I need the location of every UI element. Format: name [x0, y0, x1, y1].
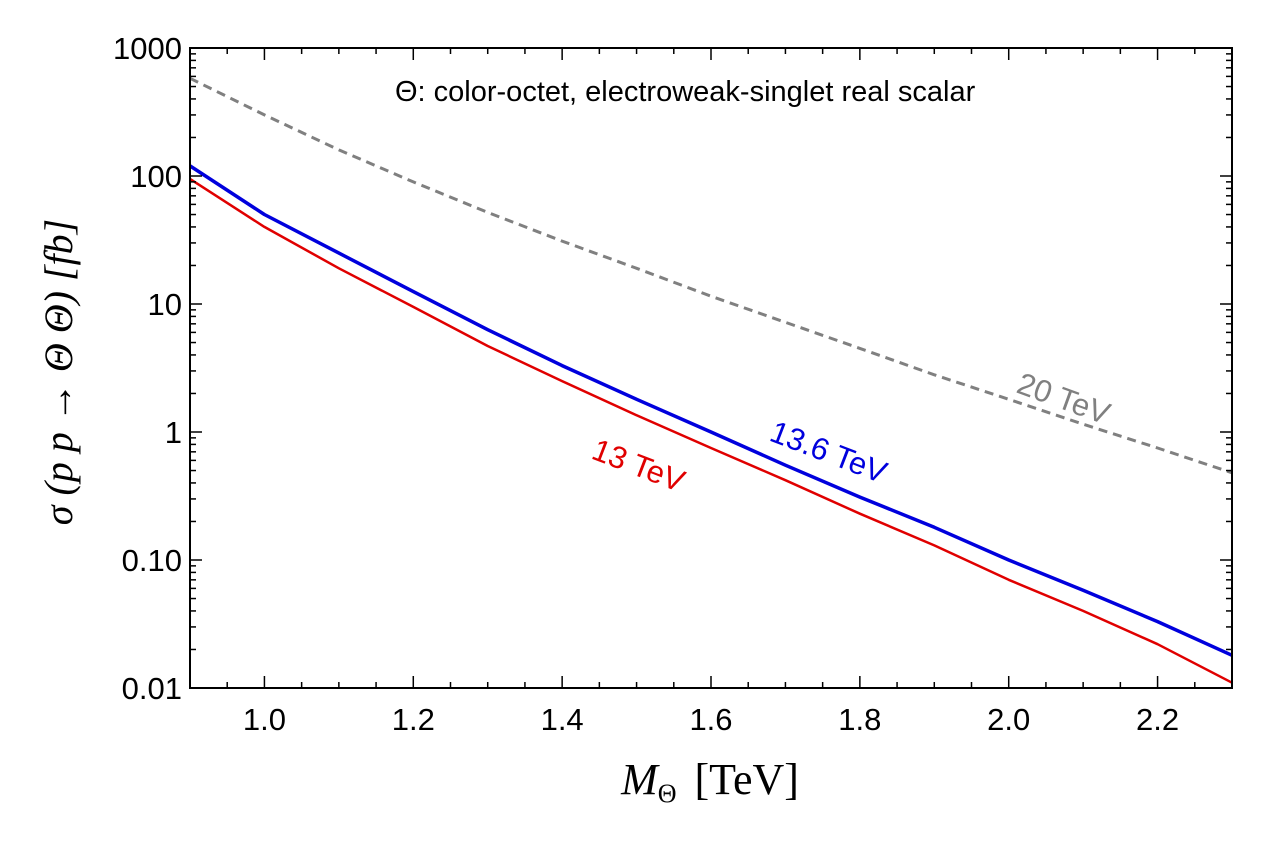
series-label-20tev: 20 TeV: [1013, 366, 1115, 432]
annotation-text: Θ: color-octet, electroweak-singlet real…: [395, 76, 976, 108]
x-axis-title-subscript: Θ: [658, 779, 677, 808]
series-layer: [189, 76, 1233, 684]
y-tick-label: 10: [148, 287, 182, 322]
y-tick-label: 1000: [113, 31, 182, 66]
x-tick-label: 1.0: [243, 702, 286, 737]
x-tick-label: 2.2: [1136, 702, 1179, 737]
series-line-20-tev: [189, 76, 1233, 475]
x-tick-label: 1.2: [392, 702, 435, 737]
x-axis-title-symbol: M: [620, 755, 660, 804]
axis-ticks: 1.0 1.2 1.4 1.6 1.8 2.0 2.2 0.01 0.10 1 10 100 1000: [113, 31, 1233, 737]
y-tick-label: 0.10: [122, 543, 182, 578]
y-tick-label: 100: [130, 159, 182, 194]
series-label-13tev: 13 TeV: [587, 432, 689, 499]
y-tick-label: 0.01: [122, 671, 182, 706]
plot-frame: [189, 47, 1233, 689]
series-line-13-6-tev: [189, 164, 1233, 657]
x-tick-label: 1.6: [689, 702, 732, 737]
y-tick-label: 1: [165, 415, 182, 450]
series-line-13-tev: [189, 177, 1233, 684]
x-tick-label: 1.4: [541, 702, 584, 737]
x-tick-label: 1.8: [838, 702, 881, 737]
x-axis-title-unit: [TeV]: [695, 755, 799, 804]
y-axis-title: σ (p p → Θ Θ) [fb]: [36, 219, 81, 525]
x-tick-label: 2.0: [987, 702, 1030, 737]
x-axis-title: MΘ [TeV]: [620, 755, 799, 808]
